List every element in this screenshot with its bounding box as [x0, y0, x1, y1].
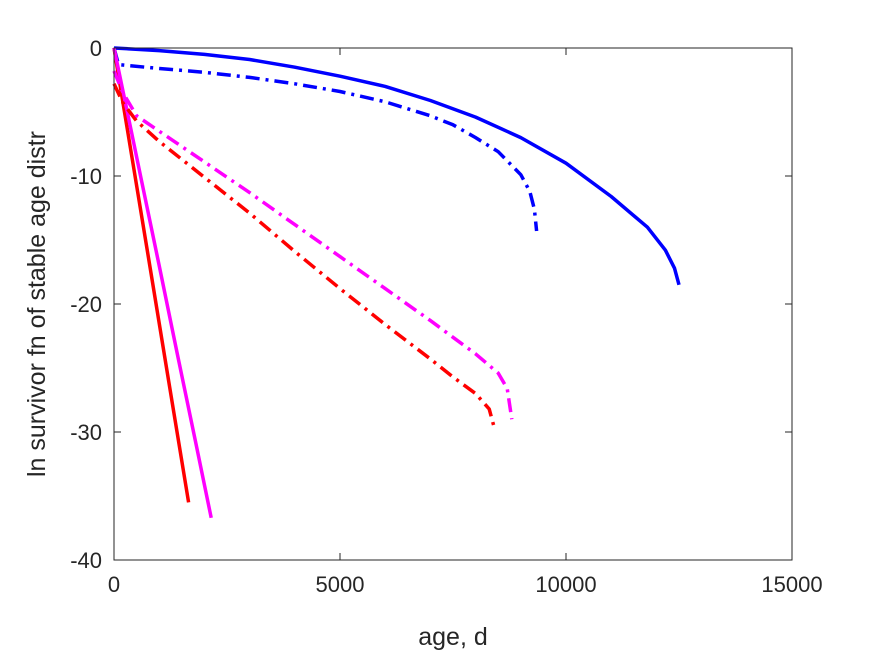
tick-layer: 0 5000 10000 15000 0 -10 -20 -30 -40 — [70, 36, 822, 597]
series-line-1 — [112, 47, 539, 232]
y-tick-label: 0 — [90, 36, 102, 61]
y-tick-label: -20 — [70, 292, 102, 317]
x-tick-label: 15000 — [761, 572, 822, 597]
x-axis-label: age, d — [418, 623, 488, 651]
x-tick-label: 10000 — [535, 572, 596, 597]
x-tick-label: 5000 — [316, 572, 365, 597]
series-line-4 — [112, 83, 496, 427]
y-axis-label: ln survivor fn of stable age distr — [23, 131, 51, 477]
y-tick-label: -40 — [70, 548, 102, 573]
series-layer — [112, 46, 681, 519]
series-line-0 — [113, 46, 681, 286]
y-tick-label: -10 — [70, 164, 102, 189]
x-tick-label: 0 — [108, 572, 120, 597]
y-tick-label: -30 — [70, 420, 102, 445]
label-layer: age, d ln survivor fn of stable age dist… — [23, 131, 488, 651]
series-line-5 — [112, 70, 514, 420]
series-line-3 — [112, 47, 213, 519]
series-line-2 — [112, 47, 191, 503]
plot-frame — [113, 47, 793, 561]
